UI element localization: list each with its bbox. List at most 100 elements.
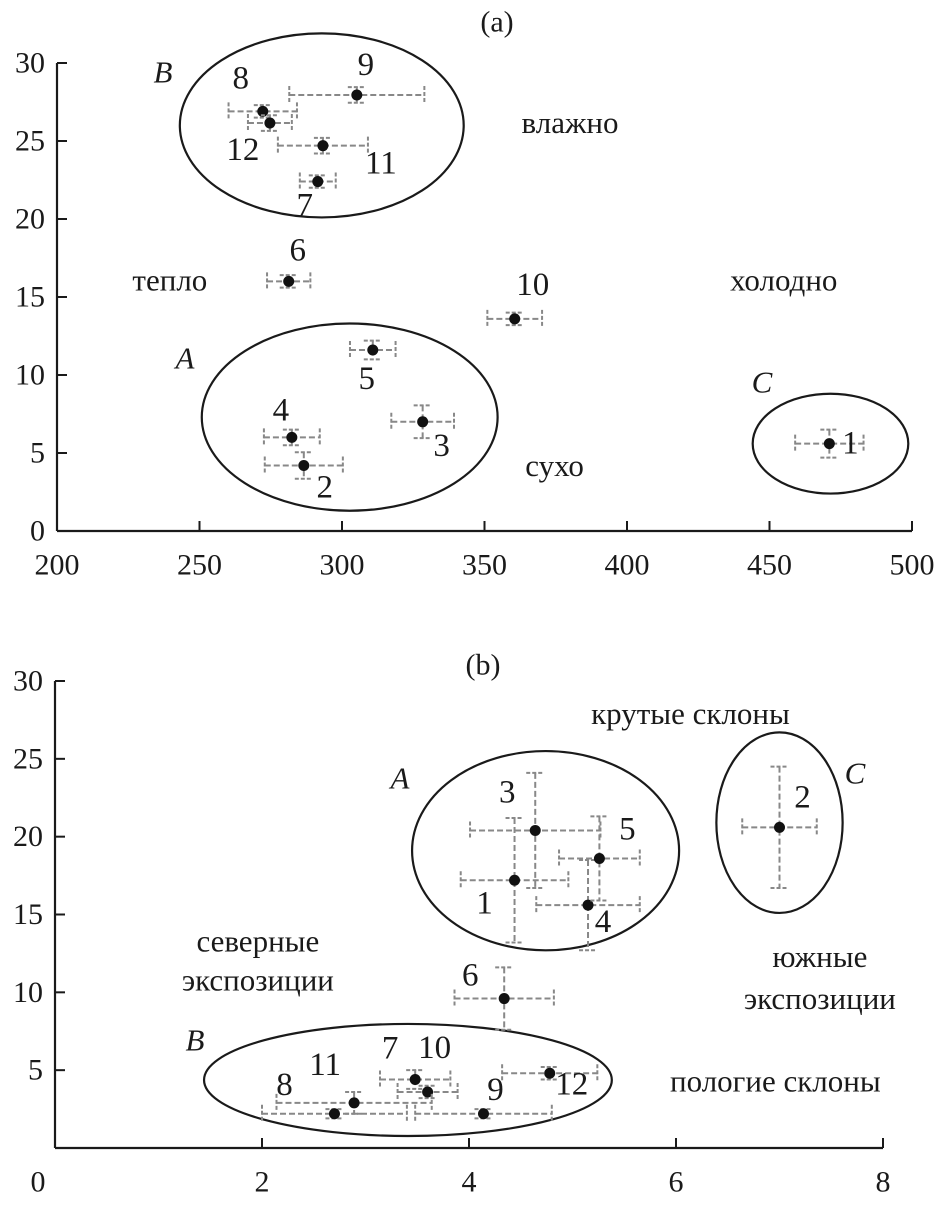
- annotation-label: северные: [196, 923, 319, 958]
- point-label: 10: [418, 1030, 451, 1066]
- data-point-2: [774, 821, 785, 833]
- data-point-11: [348, 1097, 360, 1109]
- x-tick-label: 250: [177, 549, 222, 582]
- data-point-6: [498, 993, 510, 1005]
- annotation-label: тепло: [132, 262, 207, 297]
- point-label: 1: [476, 885, 493, 921]
- point-label: 11: [365, 146, 397, 182]
- data-point-10: [509, 313, 521, 325]
- point-label: 9: [487, 1072, 504, 1108]
- data-point-12: [264, 117, 276, 129]
- point-label: 9: [358, 47, 375, 83]
- x-tick-label: 450: [747, 549, 792, 582]
- data-point-1: [509, 874, 521, 886]
- group-ellipse-C: [715, 731, 844, 915]
- point-label: 7: [297, 188, 314, 224]
- group-label: B: [186, 1023, 205, 1058]
- data-point-3: [417, 416, 429, 428]
- data-point-12: [544, 1067, 556, 1079]
- x-tick-label: 6: [669, 1166, 684, 1199]
- x-tick-label: 300: [320, 549, 365, 582]
- annotation-label: холодно: [730, 262, 837, 297]
- data-point-7: [409, 1074, 421, 1086]
- y-tick-label: 5: [28, 1054, 43, 1087]
- panel-title: (a): [480, 6, 513, 39]
- data-point-9: [477, 1108, 489, 1120]
- x-tick-label: 4: [462, 1166, 477, 1199]
- data-point-1: [823, 438, 835, 450]
- group-ellipse-C: [751, 392, 910, 495]
- y-tick-label: 30: [15, 47, 45, 80]
- group-ellipse-B: [202, 1022, 613, 1138]
- point-label: 8: [233, 60, 250, 96]
- data-point-6: [283, 275, 295, 287]
- annotation-label: сухо: [525, 448, 584, 483]
- x-tick-label: 8: [876, 1166, 891, 1199]
- data-point-11: [317, 140, 329, 152]
- point-label: 4: [273, 392, 290, 428]
- data-point-9: [351, 89, 363, 101]
- annotation-label: влажно: [522, 105, 619, 140]
- y-tick-label: 15: [15, 281, 45, 314]
- data-point-8: [328, 1108, 340, 1120]
- point-label: 12: [555, 1066, 588, 1102]
- point-label: 5: [619, 811, 636, 847]
- y-tick-label: 25: [13, 742, 43, 775]
- point-label: 3: [433, 428, 450, 464]
- y-tick-label: 10: [13, 976, 43, 1009]
- point-label: 7: [382, 1031, 399, 1067]
- annotation-label: пологие склоны: [670, 1064, 881, 1099]
- group-ellipse-A: [200, 322, 499, 512]
- annotation-label: южные: [772, 939, 867, 974]
- group-label: A: [389, 761, 411, 796]
- group-ellipse-B: [178, 32, 465, 219]
- group-label: A: [174, 341, 196, 376]
- data-point-3: [529, 824, 541, 836]
- group-label: C: [752, 365, 773, 400]
- point-label: 3: [499, 774, 516, 810]
- y-tick-label: 25: [15, 125, 45, 158]
- x-tick-label: 200: [35, 549, 80, 582]
- point-label: 11: [309, 1047, 341, 1083]
- group-label: C: [845, 756, 866, 791]
- point-label: 6: [289, 232, 306, 268]
- point-label: 2: [794, 779, 811, 815]
- group-label: B: [154, 55, 173, 90]
- y-tick-label: 0: [30, 515, 45, 548]
- point-label: 4: [595, 904, 612, 940]
- panel-title: (b): [466, 649, 501, 682]
- data-point-2: [298, 459, 310, 471]
- x-tick-label: 350: [462, 549, 507, 582]
- point-label: 8: [276, 1067, 293, 1103]
- x-tick-label: 2: [255, 1166, 270, 1199]
- point-label: 2: [317, 469, 334, 505]
- y-tick-label: 20: [15, 203, 45, 236]
- data-point-10: [422, 1086, 434, 1098]
- annotation-label: экспозиции: [744, 981, 896, 1016]
- data-point-4: [582, 899, 594, 911]
- y-tick-label: 30: [13, 665, 43, 698]
- annotation-label: крутые склоны: [591, 696, 790, 731]
- point-label: 6: [462, 958, 479, 994]
- x-tick-label: 500: [890, 549, 935, 582]
- point-label: 12: [226, 132, 259, 168]
- data-point-4: [286, 431, 298, 443]
- data-point-5: [367, 344, 379, 356]
- x-tick-label: 0: [31, 1166, 46, 1199]
- y-tick-label: 10: [15, 359, 45, 392]
- data-point-7: [312, 176, 324, 188]
- point-label: 1: [842, 426, 859, 462]
- group-ellipse-A: [410, 749, 681, 952]
- y-tick-label: 20: [13, 820, 43, 853]
- x-tick-label: 400: [605, 549, 650, 582]
- point-label: 10: [516, 267, 549, 303]
- data-point-5: [593, 852, 605, 864]
- point-label: 5: [359, 361, 376, 397]
- y-tick-label: 5: [30, 437, 45, 470]
- data-point-8: [257, 105, 269, 117]
- y-tick-label: 15: [13, 898, 43, 931]
- annotation-label: экспозиции: [182, 962, 334, 997]
